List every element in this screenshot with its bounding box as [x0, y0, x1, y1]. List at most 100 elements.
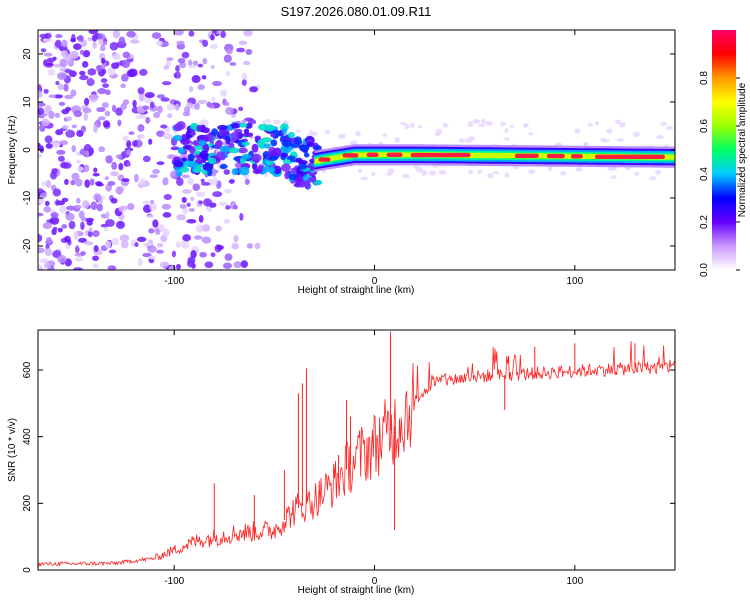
spectrogram-noise-blob: [458, 138, 465, 144]
spectrogram-noise-blob: [74, 257, 84, 262]
spectrogram-noise-blob: [192, 60, 199, 66]
colorbar-tick-label: 0.8: [699, 71, 710, 85]
spectrogram-noise-blob: [132, 140, 138, 147]
spectrogram-noise-blob: [187, 259, 195, 268]
spectrogram-ridge-blob: [259, 142, 266, 150]
spectrogram-noise-blob: [142, 200, 150, 206]
spectrogram-noise-blob: [587, 122, 594, 127]
spectrogram-noise-blob: [96, 107, 106, 113]
spectrogram-noise-blob: [69, 50, 79, 59]
spectrogram-noise-blob: [177, 57, 186, 64]
spectrogram-noise-blob: [210, 34, 215, 41]
spectrogram-noise-blob: [175, 241, 181, 248]
spectrogram-ridge-blob: [179, 166, 190, 173]
spectrogram-noise-blob: [43, 262, 52, 269]
spectrogram-noise-blob: [51, 168, 58, 174]
spectrogram-noise-blob: [71, 172, 80, 181]
spectrogram-noise-blob: [84, 179, 91, 188]
spectrogram-noise-blob: [44, 104, 52, 114]
spectrogram-hot-segment: [594, 154, 665, 159]
spectrogram-noise-blob: [57, 227, 63, 233]
spectrogram-noise-blob: [161, 203, 172, 210]
spectrogram-noise-blob: [504, 137, 510, 141]
spectrogram-noise-blob: [57, 254, 67, 264]
spectrogram-y-ticks: -20 -10 0 10 20: [22, 48, 675, 253]
spectrogram-noise-blob: [64, 178, 69, 185]
spectrogram-noise-blob: [105, 240, 112, 249]
spectrogram-noise-blob: [137, 257, 143, 267]
spectrogram-noise-blob: [118, 206, 124, 212]
spectrogram-noise-blob: [241, 79, 247, 86]
spectrogram-noise-blob: [126, 30, 136, 38]
spectrogram-ridge-blob: [281, 126, 287, 135]
spectrogram-noise-blob: [233, 234, 239, 243]
spectrogram-noise-blob: [145, 116, 151, 124]
spectrogram-noise-blob: [115, 186, 124, 195]
spectrogram-noise-blob: [504, 127, 509, 134]
spectrogram-noise-blob: [228, 179, 235, 184]
spectrogram-noise-blob: [181, 51, 190, 59]
spectrogram-noise-blob: [468, 169, 474, 175]
spectrogram-ridge-blob: [219, 164, 228, 170]
spectrogram-noise-blob: [88, 77, 94, 86]
colorbar-label: Normalized spectral amplitude: [737, 82, 748, 217]
spectrogram-ridge-blob: [298, 183, 306, 188]
spectrogram-noise-blob: [64, 258, 72, 267]
spectrogram-ridge-blob: [286, 155, 296, 161]
spectrogram-noise-blob: [59, 140, 68, 146]
spectrogram-noise-blob: [338, 133, 346, 140]
spectrogram-noise-blob: [47, 68, 56, 76]
spectrogram-hot-segment: [386, 152, 403, 157]
spectrogram-noise-blob: [41, 181, 47, 187]
spectrogram-noise-blob: [88, 151, 93, 157]
spectrogram-noise-blob: [75, 245, 80, 254]
spectrogram-noise-blob: [60, 161, 69, 169]
spectrogram-noise-blob: [201, 75, 207, 80]
spectrogram-noise-blob: [82, 200, 90, 209]
spectrogram-noise-blob: [223, 188, 232, 194]
spectrogram-noise-blob: [100, 223, 109, 228]
spectrogram-ridge-blob: [173, 160, 184, 168]
spectrogram-noise-blob: [166, 57, 174, 62]
spectrogram-noise-blob: [112, 30, 121, 39]
spectrogram-noise-blob: [231, 243, 239, 250]
spectrogram-x-ticks: -100 0 100: [164, 30, 584, 287]
spectrogram-ridge-blob: [254, 135, 262, 141]
spectrogram-hot-segment: [366, 152, 379, 157]
spectrogram-noise-blob: [126, 69, 136, 78]
spectrogram-noise-blob: [62, 124, 69, 130]
x-tick-label: 100: [566, 576, 583, 587]
spectrogram-noise-blob: [38, 264, 42, 270]
spectrogram-noise-blob: [163, 132, 172, 139]
spectrogram-noise-blob: [656, 135, 664, 140]
y-tick-label: -10: [22, 190, 33, 205]
spectrogram-noise-blob: [191, 75, 201, 84]
spectrogram-hot-segment: [546, 153, 565, 159]
spectrogram-noise-blob: [438, 170, 447, 175]
spectrogram-noise-blob: [201, 236, 212, 244]
spectrogram-ridge-blob: [270, 139, 278, 147]
spectrogram-noise-blob: [266, 118, 272, 124]
spectrogram-noise-blob: [182, 111, 191, 117]
spectrogram-noise-blob: [102, 83, 110, 88]
spectrogram-noise-blob: [241, 72, 248, 81]
spectrogram-ridge-blob: [203, 127, 210, 134]
spectrogram-noise-blob: [122, 135, 129, 142]
spectrogram-noise-blob: [134, 173, 139, 183]
spectrogram-noise-blob: [176, 71, 181, 79]
spectrogram-noise-blob: [295, 129, 302, 133]
spectrogram-noise-blob: [174, 103, 180, 112]
spectrogram-noise-blob: [58, 101, 66, 106]
spectrogram-noise-blob: [168, 265, 175, 270]
spectrogram-noise-blob: [129, 39, 140, 44]
spectrogram-noise-blob: [41, 118, 50, 127]
spectrogram-noise-blob: [273, 119, 281, 125]
spectrogram-noise-blob: [120, 240, 129, 249]
spectrogram-noise-blob: [73, 204, 82, 209]
spectrogram-noise-blob: [210, 64, 215, 70]
spectrogram-noise-blob: [120, 103, 127, 110]
y-tick-label: 400: [22, 428, 33, 445]
spectrogram-noise-blob: [186, 219, 197, 224]
spectrogram-noise-blob: [634, 171, 640, 176]
